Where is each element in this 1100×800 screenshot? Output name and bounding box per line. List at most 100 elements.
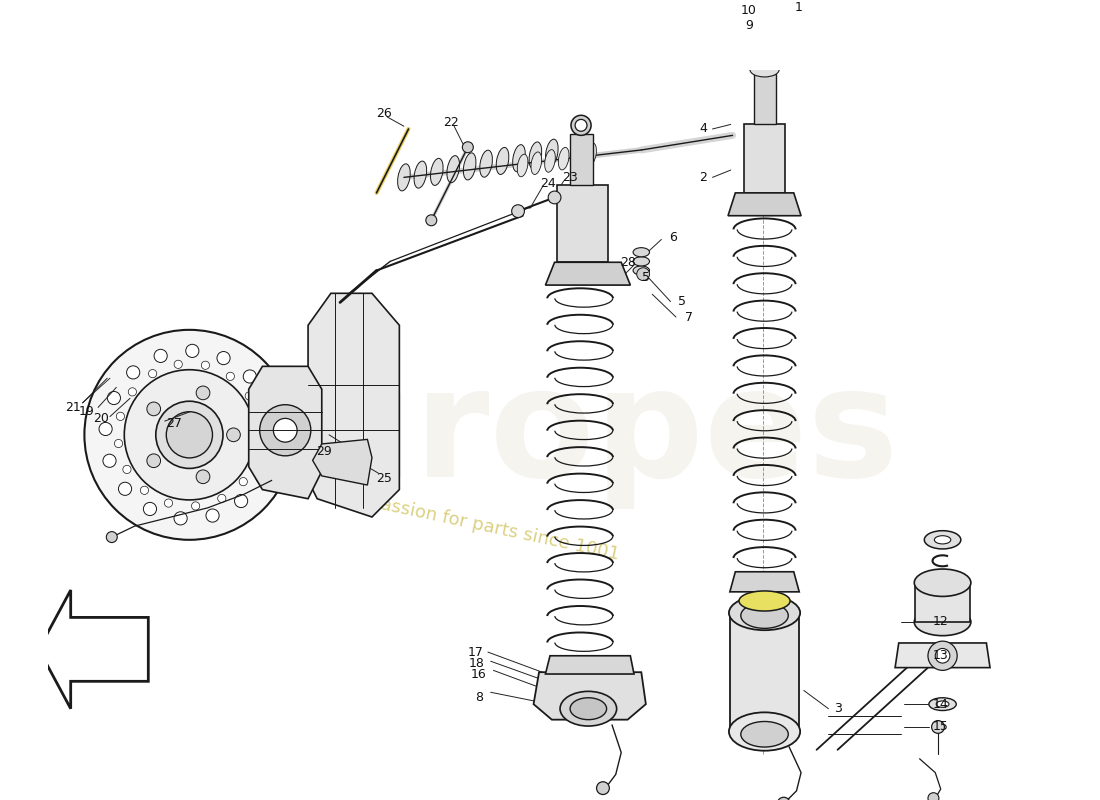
Text: 4: 4: [700, 122, 707, 135]
Circle shape: [156, 402, 223, 469]
Circle shape: [148, 370, 156, 378]
Ellipse shape: [572, 145, 583, 168]
Circle shape: [126, 366, 140, 379]
Text: 17: 17: [468, 646, 483, 658]
Bar: [570, 134, 593, 185]
Circle shape: [255, 417, 264, 426]
Ellipse shape: [480, 150, 493, 177]
Text: 13: 13: [933, 650, 948, 662]
Ellipse shape: [463, 153, 476, 180]
Circle shape: [174, 512, 187, 525]
Polygon shape: [546, 262, 630, 285]
Text: 12: 12: [933, 615, 948, 629]
Circle shape: [637, 268, 649, 281]
Text: 14: 14: [933, 698, 948, 710]
Ellipse shape: [517, 154, 528, 177]
Circle shape: [123, 466, 131, 474]
Bar: [754, 74, 777, 125]
Ellipse shape: [729, 712, 800, 750]
Text: 24: 24: [540, 178, 556, 190]
Text: 21: 21: [66, 401, 81, 414]
Ellipse shape: [559, 147, 569, 170]
Ellipse shape: [914, 608, 971, 636]
Ellipse shape: [586, 143, 596, 166]
Circle shape: [166, 412, 212, 458]
Ellipse shape: [529, 142, 541, 169]
Circle shape: [426, 214, 437, 226]
Ellipse shape: [756, 0, 773, 4]
Polygon shape: [730, 613, 800, 731]
Circle shape: [217, 351, 230, 365]
Circle shape: [191, 502, 200, 510]
Ellipse shape: [924, 530, 960, 549]
Circle shape: [778, 798, 790, 800]
Ellipse shape: [750, 30, 779, 44]
Text: 19: 19: [78, 406, 95, 418]
Polygon shape: [308, 294, 399, 517]
Ellipse shape: [544, 150, 556, 172]
Ellipse shape: [571, 115, 591, 135]
Bar: [745, 125, 784, 193]
Ellipse shape: [914, 569, 971, 597]
Circle shape: [186, 344, 199, 358]
Text: 28: 28: [619, 256, 636, 269]
Circle shape: [103, 454, 117, 467]
Text: 25: 25: [376, 472, 392, 485]
Circle shape: [596, 782, 609, 794]
Bar: [558, 185, 608, 262]
Ellipse shape: [750, 62, 779, 77]
Text: 22: 22: [443, 116, 460, 129]
Circle shape: [462, 142, 473, 153]
Circle shape: [548, 191, 561, 204]
Ellipse shape: [570, 698, 606, 720]
Ellipse shape: [634, 266, 649, 275]
Text: 6: 6: [669, 231, 678, 244]
Text: 3: 3: [834, 702, 842, 715]
Circle shape: [108, 391, 121, 405]
Text: 15: 15: [933, 721, 948, 734]
Circle shape: [99, 422, 112, 435]
Circle shape: [196, 386, 210, 400]
Ellipse shape: [739, 591, 790, 611]
Text: 5: 5: [642, 271, 650, 284]
Ellipse shape: [934, 536, 950, 544]
Ellipse shape: [531, 152, 541, 174]
Circle shape: [935, 649, 950, 663]
Ellipse shape: [750, 13, 779, 28]
Circle shape: [107, 531, 118, 542]
Circle shape: [255, 470, 268, 483]
Text: 11: 11: [741, 0, 757, 2]
Ellipse shape: [397, 164, 410, 191]
Text: 10: 10: [741, 4, 757, 17]
Circle shape: [147, 454, 161, 467]
Text: Europes: Europes: [201, 360, 899, 510]
Ellipse shape: [513, 145, 526, 172]
Polygon shape: [895, 643, 990, 668]
Ellipse shape: [750, 46, 779, 61]
Ellipse shape: [414, 161, 427, 188]
Circle shape: [119, 482, 132, 495]
Circle shape: [164, 499, 173, 507]
Ellipse shape: [740, 722, 789, 747]
Ellipse shape: [634, 248, 649, 257]
Circle shape: [234, 494, 248, 507]
Text: 1: 1: [794, 1, 802, 14]
Text: 16: 16: [471, 667, 486, 681]
Ellipse shape: [430, 158, 443, 186]
Text: 9: 9: [745, 19, 754, 32]
Circle shape: [154, 350, 167, 362]
Text: 7: 7: [685, 310, 693, 323]
Text: 23: 23: [562, 171, 578, 184]
Polygon shape: [249, 366, 322, 498]
Circle shape: [512, 205, 525, 218]
Circle shape: [243, 370, 256, 383]
Circle shape: [196, 470, 210, 484]
Ellipse shape: [729, 595, 800, 630]
Polygon shape: [728, 193, 801, 216]
Circle shape: [267, 428, 279, 442]
Circle shape: [176, 421, 204, 449]
Circle shape: [174, 360, 183, 369]
Circle shape: [928, 641, 957, 670]
Ellipse shape: [496, 147, 509, 174]
Polygon shape: [534, 672, 646, 720]
